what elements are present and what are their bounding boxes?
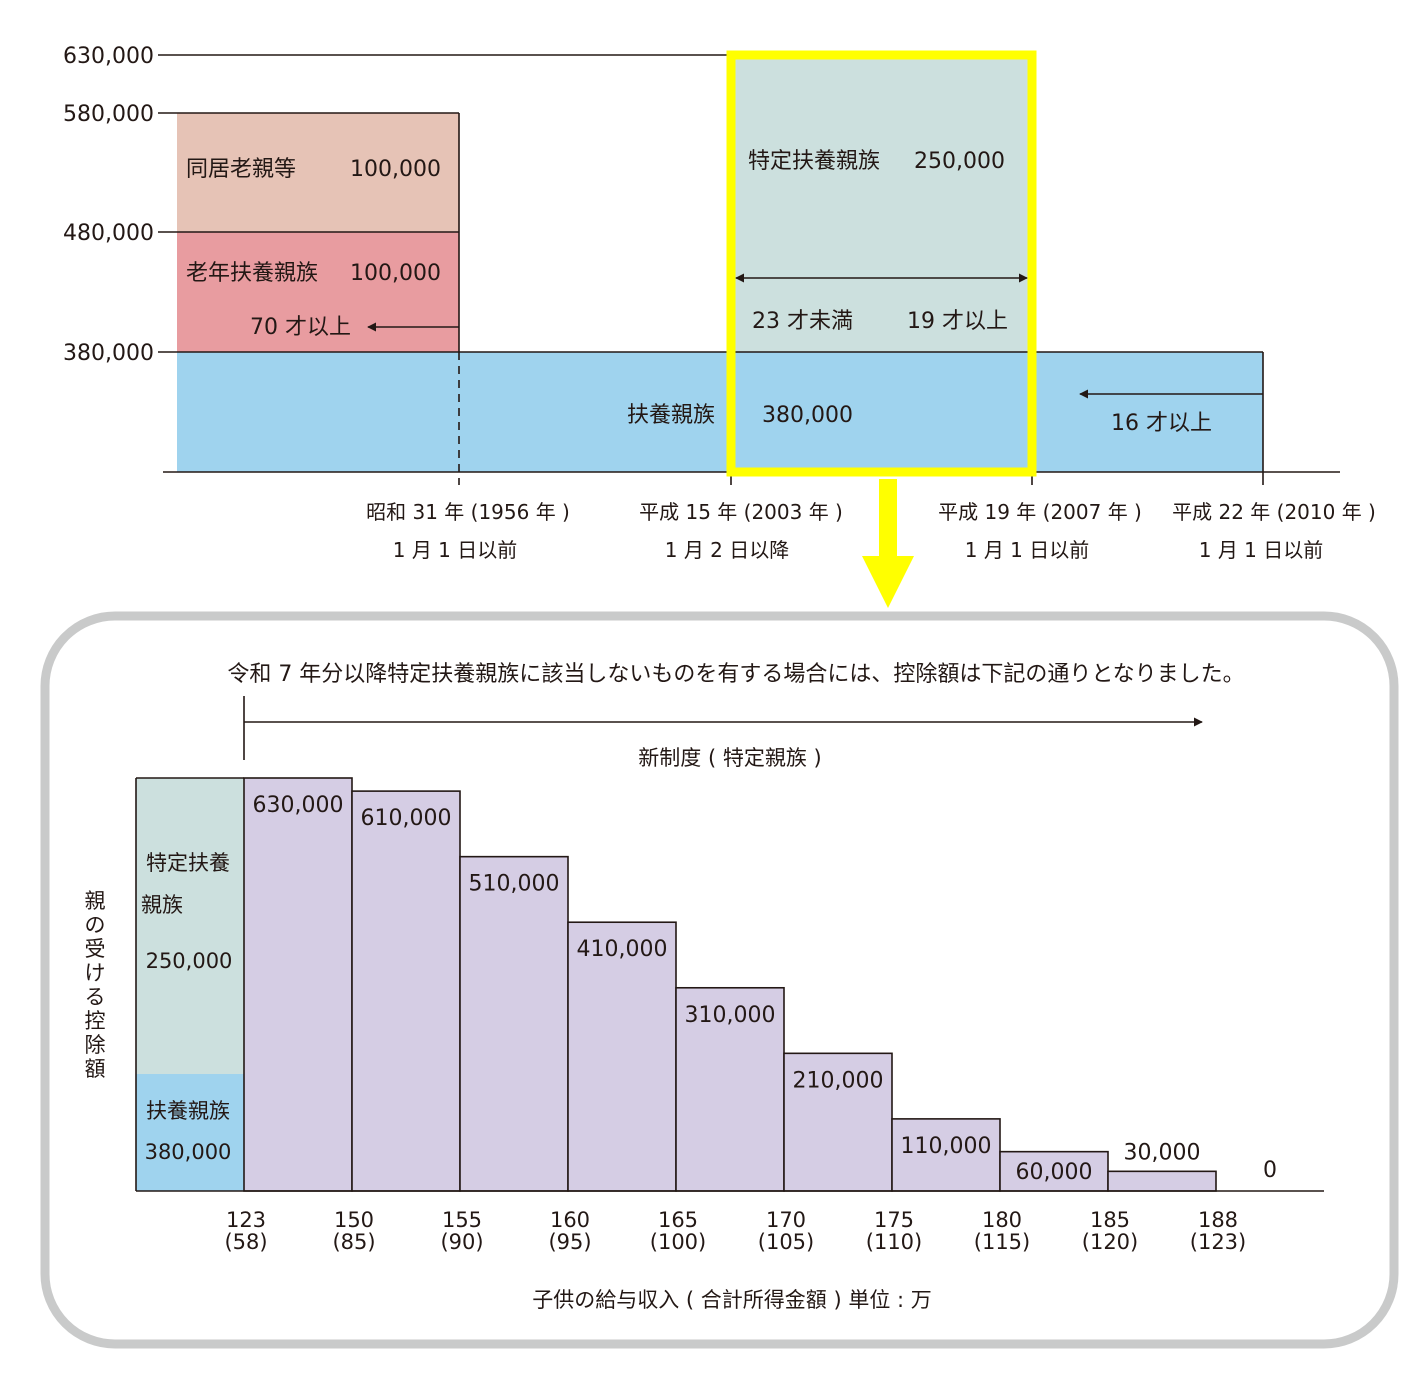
- x-axis-ticks: 123(58)150(85)155(90)160(95)165(100)170(…: [224, 1208, 1246, 1254]
- specific-dependent-value: 250,000: [914, 149, 1005, 174]
- deduction-bars: [243, 777, 1217, 1192]
- y-label-630000: 630,000: [63, 44, 154, 69]
- y-title-char: け: [85, 961, 106, 985]
- x-tick-income: 188: [1198, 1208, 1238, 1232]
- bar-value-label: 0: [1263, 1158, 1277, 1183]
- bar-value-labels: 630,000 610,000 510,000 410,000 310,000 210,0…: [253, 793, 1277, 1185]
- left-specific-label-1: 特定扶養: [146, 851, 230, 875]
- top-diagram: 630,000 580,000 480,000 380,000 同居老親等 10…: [63, 44, 1376, 562]
- x-tick-total-income: (85): [332, 1230, 375, 1254]
- date-2003-line2: 1 月 2 日以降: [665, 538, 790, 562]
- left-specific-value: 250,000: [146, 949, 233, 973]
- date-2010-line2: 1 月 1 日以前: [1199, 538, 1324, 562]
- new-system-label: 新制度 ( 特定親族 ): [638, 746, 821, 770]
- left-dependent-label: 扶養親族: [146, 1099, 230, 1123]
- dependent-age-condition: 16 才以上: [1111, 411, 1212, 436]
- y-title-char: 控: [85, 1009, 106, 1033]
- date-2007-line2: 1 月 1 日以前: [965, 538, 1090, 562]
- bar-value-label: 510,000: [469, 872, 560, 897]
- bar-value-label: 110,000: [901, 1134, 992, 1159]
- elderly-dependent-label: 老年扶養親族: [186, 261, 318, 286]
- y-label-580000: 580,000: [63, 102, 154, 127]
- deduction-bar: [567, 921, 677, 1192]
- y-title-char: 受: [85, 937, 106, 961]
- x-tick-total-income: (110): [866, 1230, 922, 1254]
- x-tick-total-income: (115): [974, 1230, 1030, 1254]
- left-dependent-block: [136, 1074, 244, 1191]
- y-title-char: 除: [85, 1033, 106, 1057]
- bar-value-label: 610,000: [361, 806, 452, 831]
- left-specific-block: [136, 778, 244, 1074]
- bar-value-label: 210,000: [793, 1068, 884, 1093]
- elderly-dependent-region: [177, 232, 459, 352]
- bar-value-label: 310,000: [685, 1003, 776, 1028]
- date-1956-line2: 1 月 1 日以前: [393, 538, 518, 562]
- deduction-bar: [783, 1052, 893, 1192]
- x-tick-total-income: (58): [224, 1230, 267, 1254]
- x-tick-income: 175: [874, 1208, 914, 1232]
- bar-value-label: 410,000: [577, 937, 668, 962]
- elderly-cohabiting-value: 100,000: [350, 157, 441, 182]
- x-tick-total-income: (105): [758, 1230, 814, 1254]
- deduction-bar: [243, 777, 353, 1192]
- dependent-region: [177, 352, 1263, 472]
- y-title-char: る: [85, 985, 106, 1009]
- x-tick-total-income: (100): [650, 1230, 706, 1254]
- specific-dependent-highlight: [726, 50, 1037, 477]
- elderly-cohabiting-region: [177, 113, 459, 232]
- x-axis-title: 子供の給与収入 ( 合計所得金額 ) 単位 : 万: [532, 1288, 932, 1312]
- yellow-down-arrow: [862, 479, 914, 608]
- specific-age-upper: 19 才以上: [907, 309, 1008, 334]
- y-title-char: 額: [85, 1057, 106, 1081]
- date-2007-line1: 平成 19 年 (2007 年 ): [938, 500, 1142, 524]
- notice-text: 令和 7 年分以降特定扶養親族に該当しないものを有する場合には、控除額は下記の通…: [227, 662, 1244, 687]
- x-tick-income: 185: [1090, 1208, 1130, 1232]
- left-dependent-value: 380,000: [145, 1140, 232, 1164]
- bar-value-label: 630,000: [253, 793, 344, 818]
- x-tick-income: 165: [658, 1208, 698, 1232]
- dependent-value: 380,000: [762, 403, 853, 428]
- y-axis-title: 親 の 受 け る 控 除 額: [85, 889, 106, 1081]
- date-2010-line1: 平成 22 年 (2010 年 ): [1172, 500, 1376, 524]
- x-tick-total-income: (123): [1190, 1230, 1246, 1254]
- specific-dependent-region: [731, 55, 1032, 352]
- elderly-age-condition: 70 才以上: [250, 315, 351, 340]
- y-title-char: 親: [85, 889, 106, 913]
- deduction-bar: [351, 790, 461, 1192]
- specific-dependent-label: 特定扶養親族: [748, 149, 880, 174]
- bar-value-label: 60,000: [1016, 1160, 1093, 1185]
- date-1956-line1: 昭和 31 年 (1956 年 ): [366, 500, 570, 524]
- y-label-480000: 480,000: [63, 221, 154, 246]
- x-tick-total-income: (90): [440, 1230, 483, 1254]
- deduction-bar: [675, 986, 785, 1192]
- date-2003-line1: 平成 15 年 (2003 年 ): [639, 500, 843, 524]
- x-tick-total-income: (95): [548, 1230, 591, 1254]
- x-tick-income: 180: [982, 1208, 1022, 1232]
- deduction-bar: [459, 855, 569, 1192]
- deduction-bar: [1107, 1170, 1217, 1192]
- x-tick-income: 150: [334, 1208, 374, 1232]
- elderly-dependent-value: 100,000: [350, 261, 441, 286]
- x-tick-income: 155: [442, 1208, 482, 1232]
- bar-value-label: 30,000: [1124, 1140, 1201, 1165]
- specific-age-lower: 23 才未満: [752, 309, 853, 334]
- left-specific-label-2: 親族: [141, 893, 183, 917]
- x-tick-income: 170: [766, 1208, 806, 1232]
- deduction-bar: [891, 1118, 1001, 1192]
- x-tick-income: 160: [550, 1208, 590, 1232]
- elderly-cohabiting-label: 同居老親等: [186, 157, 296, 182]
- y-title-char: の: [85, 913, 106, 937]
- x-tick-total-income: (120): [1082, 1230, 1138, 1254]
- y-label-380000: 380,000: [63, 341, 154, 366]
- dependent-label: 扶養親族: [627, 403, 715, 428]
- x-tick-income: 123: [226, 1208, 266, 1232]
